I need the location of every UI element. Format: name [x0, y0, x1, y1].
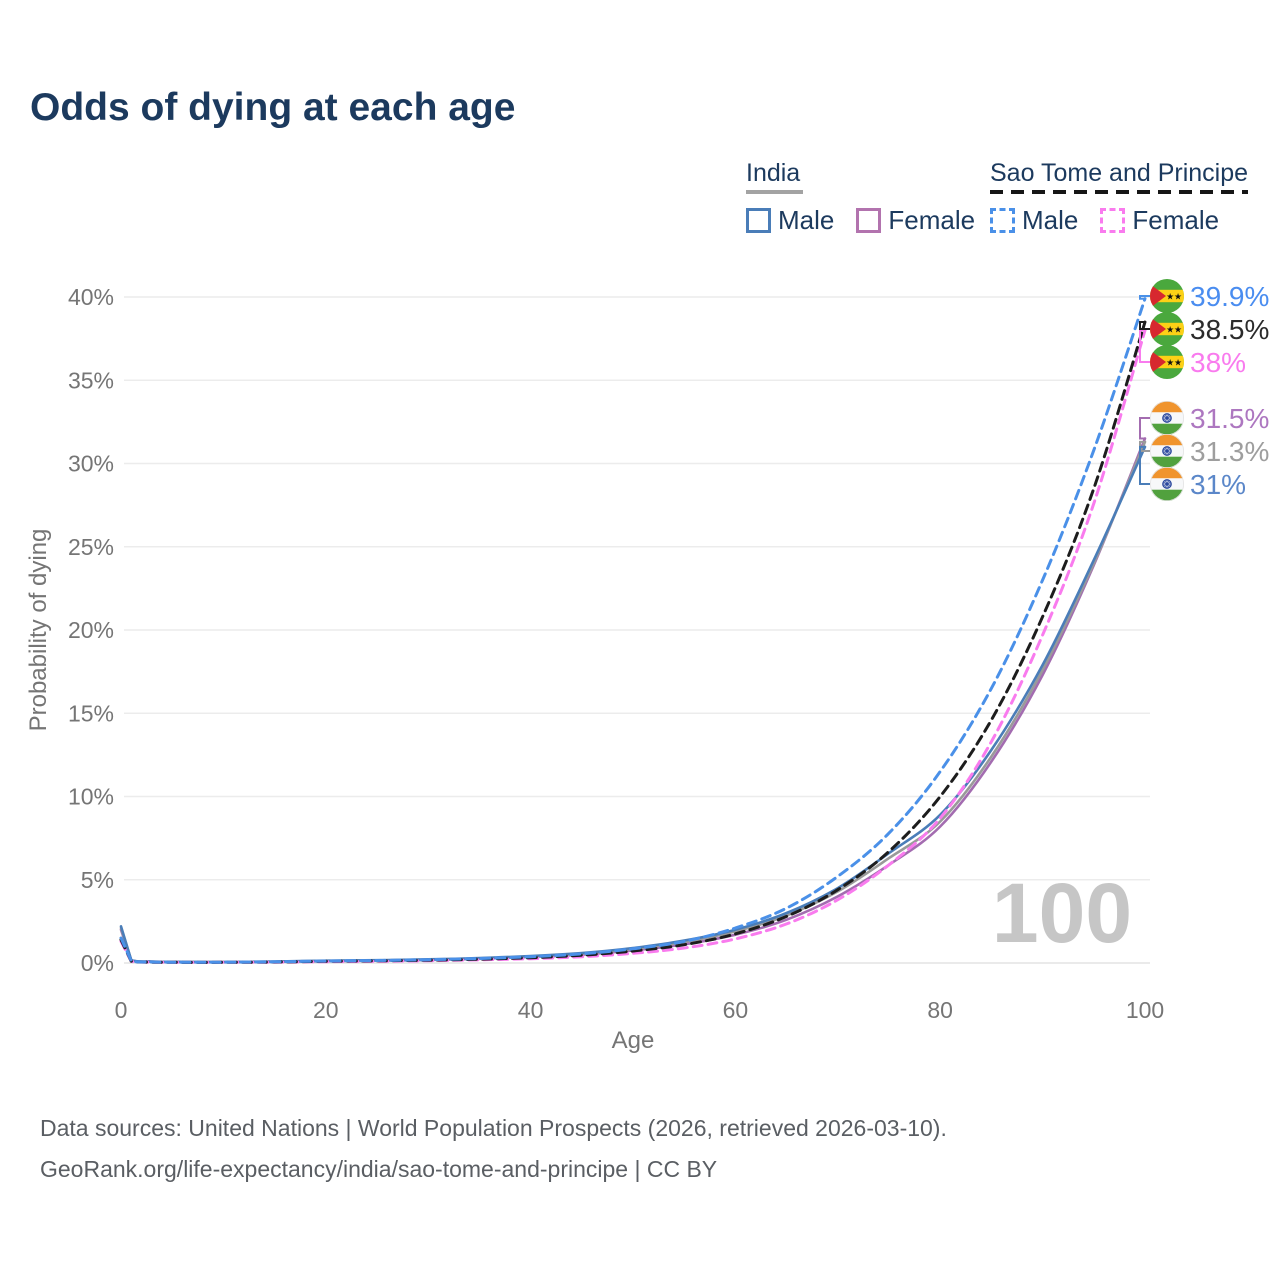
x-axis-title: Age [612, 1027, 655, 1054]
legend-india-title[interactable]: India [746, 159, 801, 187]
y-tick-label: 0% [81, 950, 114, 976]
end-value-label-india-both: 31.3% [1190, 436, 1269, 467]
curve-stp-male[interactable] [119, 297, 1147, 964]
label-connector-stp-female [1139, 329, 1150, 363]
legend-sao-tome-female-swatch[interactable] [1100, 208, 1126, 233]
sao-tome-flag-icon: ★ ★ [1150, 345, 1184, 379]
legend-india-male-swatch[interactable] [746, 208, 771, 233]
footer-data-sources: Data sources: United Nations | World Pop… [40, 1115, 947, 1141]
x-tick-label: 20 [313, 997, 339, 1023]
y-tick-label: 5% [81, 867, 114, 893]
svg-text:★: ★ [1166, 291, 1174, 301]
chart-footer: Data sources: United Nations | World Pop… [40, 1108, 947, 1190]
y-axis-title: Probability of dying [25, 529, 52, 732]
x-tick-label: 0 [115, 997, 128, 1023]
legend-group-india: India Male Female [746, 160, 975, 236]
legend-india-female-label[interactable]: Female [888, 205, 976, 235]
end-value-label-stp-both: 38.5% [1190, 314, 1269, 345]
end-value-label-stp-male: 39.9% [1190, 281, 1269, 312]
legend-sao-tome-linestyle-sample [990, 190, 1249, 194]
y-tick-label: 20% [68, 617, 114, 643]
svg-text:★: ★ [1174, 291, 1182, 301]
svg-text:★: ★ [1166, 324, 1174, 334]
chart-title: Odds of dying at each age [30, 86, 516, 129]
india-flag-icon [1149, 466, 1185, 502]
label-connector-stp-male [1139, 295, 1150, 300]
x-tick-label: 40 [518, 997, 544, 1023]
label-connector-india-male [1139, 445, 1150, 485]
x-tick-label: 80 [927, 997, 953, 1023]
legend-india-male-label[interactable]: Male [778, 205, 835, 235]
y-tick-label: 25% [68, 534, 114, 560]
y-tick-label: 15% [68, 700, 114, 726]
age-watermark: 100 [992, 866, 1132, 960]
legend-india-linestyle-sample [746, 190, 803, 194]
legend-group-sao-tome: Sao Tome and Principe Male Female [990, 159, 1249, 236]
end-value-label-india-male: 31% [1190, 469, 1246, 500]
legend-sao-tome-male-swatch[interactable] [990, 208, 1015, 233]
legend-india-female-swatch[interactable] [856, 208, 882, 233]
legend-sao-tome-title[interactable]: Sao Tome and Principe [990, 159, 1249, 187]
sao-tome-flag-icon: ★ ★ [1150, 279, 1184, 313]
india-flag-icon [1149, 433, 1185, 469]
y-tick-label: 30% [68, 451, 114, 477]
legend-sao-tome-male-label[interactable]: Male [1022, 205, 1079, 235]
india-flag-icon [1149, 400, 1185, 436]
sao-tome-flag-icon: ★ ★ [1150, 312, 1184, 346]
x-tick-label: 100 [1126, 997, 1164, 1023]
svg-text:★: ★ [1174, 357, 1182, 367]
legend-india-items: Male Female [746, 205, 975, 236]
legend-sao-tome-female-label[interactable]: Female [1132, 205, 1220, 235]
footer-attribution: GeoRank.org/life-expectancy/india/sao-to… [40, 1156, 718, 1182]
svg-text:★: ★ [1174, 324, 1182, 334]
y-tick-label: 40% [68, 284, 114, 310]
svg-text:★: ★ [1166, 357, 1174, 367]
end-value-label-stp-female: 38% [1190, 347, 1246, 378]
x-tick-label: 60 [723, 997, 749, 1023]
label-connector-stp-both [1139, 321, 1150, 330]
legend-sao-tome-items: Male Female [990, 205, 1248, 236]
y-tick-label: 35% [68, 367, 114, 393]
y-tick-label: 10% [68, 784, 114, 810]
end-value-label-india-female: 31.5% [1190, 403, 1269, 434]
label-connector-india-female [1139, 417, 1150, 440]
